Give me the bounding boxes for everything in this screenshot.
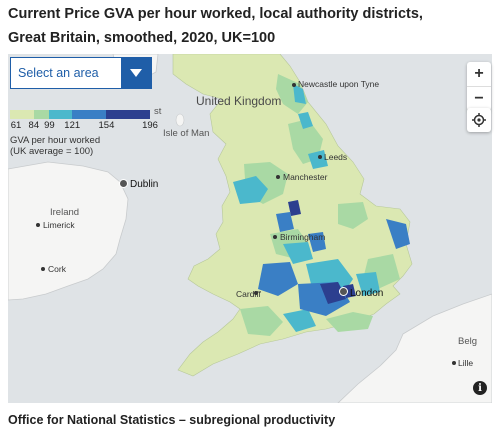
label-ireland: Ireland: [50, 207, 80, 218]
label-newcastle: Newcastle upon Tyne: [298, 79, 380, 89]
label-cardiff: Cardiff: [236, 289, 261, 299]
label-isle-of-man: Isle of Man: [163, 128, 210, 139]
zoom-in-button[interactable]: +: [474, 65, 484, 82]
region-warrington[interactable]: [288, 200, 301, 216]
label-limerick: Limerick: [43, 220, 75, 230]
cardiff-dot: [254, 291, 258, 295]
manchester-dot: [276, 175, 280, 179]
legend-ticks: 61 84 99 121 154 196: [10, 119, 158, 131]
chevron-down-icon: [130, 69, 142, 77]
area-select-placeholder: Select an area: [18, 66, 99, 80]
label-cropped: st: [154, 106, 162, 117]
legend-swatch: [72, 110, 107, 119]
label-belgium: Belg: [458, 336, 478, 347]
legend-tick-label: 196: [142, 120, 158, 131]
legend-caption: GVA per hour worked (UK average = 100): [10, 135, 158, 157]
dublin-dot: [119, 179, 128, 188]
legend-caption-line2: (UK average = 100): [10, 146, 94, 157]
label-dublin: Dublin: [130, 179, 159, 190]
legend-swatch: [10, 110, 34, 119]
region-newcastle[interactable]: [293, 84, 306, 104]
region-essex[interactable]: [356, 272, 380, 296]
chart-title: Current Price GVA per hour worked, local…: [8, 6, 423, 46]
legend-swatch: [33, 110, 50, 119]
area-select[interactable]: Select an area: [10, 57, 152, 89]
label-lille: Lille: [458, 358, 474, 368]
region-northeast[interactable]: [276, 74, 308, 114]
label-london: London: [350, 288, 384, 299]
region-southcoast[interactable]: [326, 312, 373, 332]
label-leeds: Leeds: [324, 152, 348, 162]
zoom-out-button[interactable]: −: [474, 90, 484, 107]
crosshair-icon: [472, 113, 486, 127]
legend-tick-label: 154: [98, 120, 115, 131]
footer-source: Office for National Statistics – subregi…: [8, 413, 336, 427]
legend-swatch: [49, 110, 73, 119]
continent-land: [337, 293, 492, 403]
region-norfolk[interactable]: [386, 219, 410, 249]
legend-color-bar: [10, 110, 150, 119]
leeds-dot: [318, 155, 322, 159]
region-hampshire[interactable]: [283, 309, 316, 332]
map-area[interactable]: United Kingdom Isle of Man st Newcastle …: [8, 54, 492, 403]
label-manchester: Manchester: [283, 172, 328, 182]
legend-caption-line1: GVA per hour worked: [10, 135, 101, 146]
label-birmingham: Birmingham: [280, 232, 326, 242]
zoom-control: + −: [467, 62, 491, 111]
label-cork: Cork: [48, 264, 66, 274]
legend-tick-label: 99: [44, 120, 55, 131]
label-united-kingdom: United Kingdom: [196, 94, 282, 108]
region-southwest[interactable]: [240, 306, 283, 336]
region-warwick[interactable]: [308, 232, 326, 252]
birmingham-dot: [273, 235, 277, 239]
lille-dot: [452, 361, 456, 365]
region-leeds[interactable]: [308, 150, 328, 169]
info-icon[interactable]: i: [473, 381, 487, 395]
legend-tick-label: 121: [64, 120, 81, 131]
locate-button[interactable]: [467, 108, 491, 132]
area-select-toggle[interactable]: [121, 58, 151, 88]
limerick-dot: [36, 223, 40, 227]
isle-of-man-land: [175, 113, 185, 127]
map-canvas[interactable]: [8, 54, 492, 403]
london-dot: [339, 287, 348, 296]
legend: 61 84 99 121 154 196 GVA per hour worked (UK …: [10, 110, 158, 157]
region-cheshire[interactable]: [276, 212, 294, 232]
zoom-divider: [467, 86, 491, 87]
newcastle-dot: [292, 83, 296, 87]
region-bristol[interactable]: [258, 262, 298, 296]
legend-tick-label: 84: [28, 120, 40, 131]
legend-tick-label: 61: [10, 120, 22, 131]
region-manchester[interactable]: [233, 176, 268, 204]
cork-dot: [41, 267, 45, 271]
region-durham[interactable]: [298, 112, 313, 129]
legend-swatch: [106, 110, 150, 119]
region-birmingham[interactable]: [283, 242, 313, 264]
region-lincoln[interactable]: [338, 202, 368, 229]
ireland-land: [8, 161, 129, 301]
